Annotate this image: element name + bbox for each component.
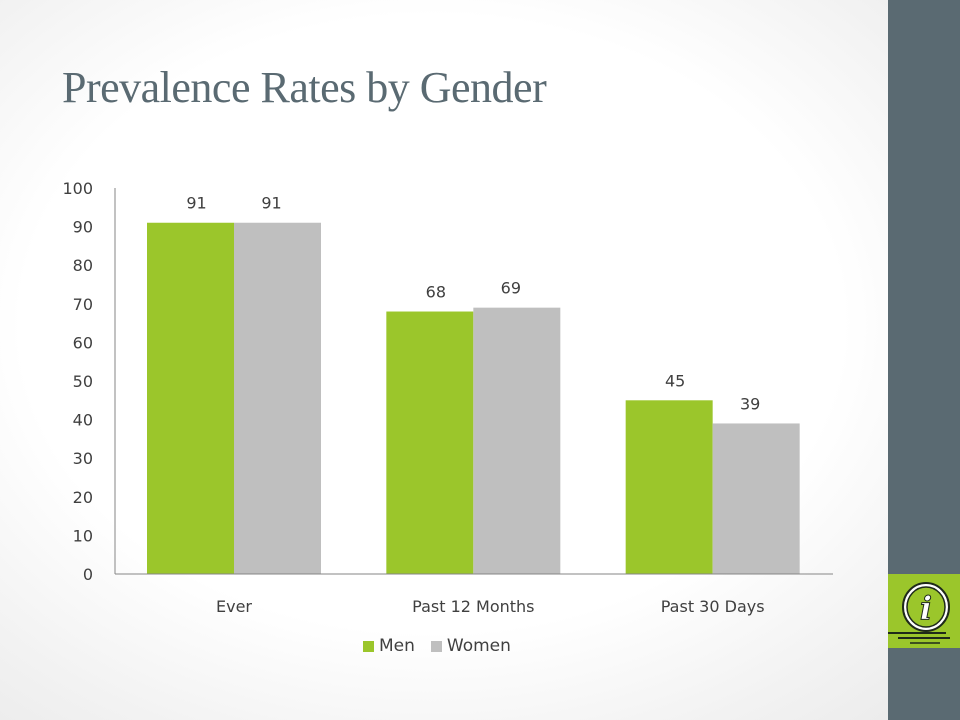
x-tick-label: Past 30 Days bbox=[661, 597, 765, 616]
y-tick-label: 100 bbox=[62, 179, 93, 198]
y-tick-label: 50 bbox=[73, 372, 93, 391]
data-label: 91 bbox=[261, 194, 281, 213]
y-tick-label: 80 bbox=[73, 256, 93, 275]
y-tick-label: 60 bbox=[73, 333, 93, 352]
y-tick-label: 40 bbox=[73, 411, 93, 430]
info-icon: i bbox=[880, 582, 950, 644]
data-label: 45 bbox=[665, 371, 685, 390]
y-tick-label: 70 bbox=[73, 295, 93, 314]
y-tick-label: 0 bbox=[83, 565, 93, 584]
bar-chart: 0 10 20 30 40 50 60 70 80 90 100 91 91 Ever 68 69 Past 1… bbox=[62, 179, 833, 616]
bar-men bbox=[625, 400, 713, 574]
bar-women bbox=[234, 222, 321, 575]
bar-men bbox=[386, 311, 474, 574]
y-tick-label: 90 bbox=[73, 218, 93, 237]
info-badge[interactable]: i bbox=[880, 574, 960, 648]
legend-label-women: Women bbox=[446, 636, 511, 656]
legend-label-men: Men bbox=[379, 636, 415, 656]
y-tick-label: 10 bbox=[73, 526, 93, 545]
data-label: 69 bbox=[501, 279, 521, 298]
bar-men bbox=[147, 222, 234, 575]
legend-item-women: Women bbox=[430, 636, 511, 656]
y-tick-label: 20 bbox=[73, 488, 93, 507]
legend-item-men: Men bbox=[363, 636, 415, 656]
y-tick-label: 30 bbox=[73, 449, 93, 468]
x-tick-label: Ever bbox=[216, 597, 252, 616]
x-tick-label: Past 12 Months bbox=[412, 597, 534, 616]
legend-swatch-women bbox=[430, 640, 442, 652]
data-label: 39 bbox=[740, 394, 760, 413]
bar-women bbox=[712, 423, 800, 574]
chart-legend: Men Women bbox=[363, 636, 527, 656]
data-label: 68 bbox=[426, 283, 446, 302]
legend-swatch-men bbox=[363, 640, 374, 652]
slide-title: Prevalence Rates by Gender bbox=[62, 63, 547, 112]
bar-women bbox=[473, 307, 561, 574]
svg-text:i: i bbox=[920, 589, 932, 627]
data-label: 91 bbox=[186, 194, 206, 213]
